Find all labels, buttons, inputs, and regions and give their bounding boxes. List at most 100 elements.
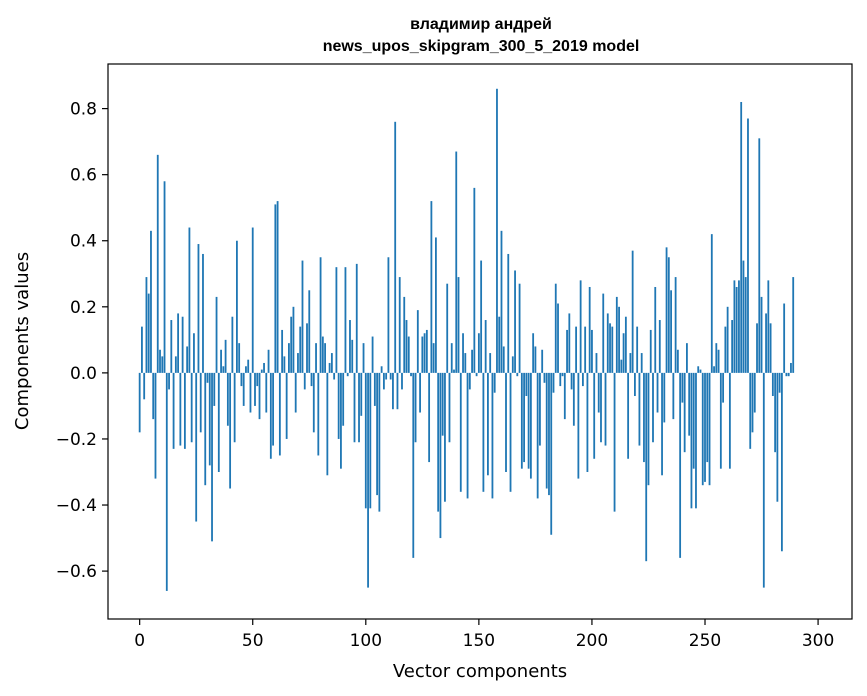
- bar-194: [577, 372, 580, 479]
- bar-190: [568, 313, 571, 373]
- bar-240: [681, 372, 684, 403]
- bar-141: [457, 277, 460, 373]
- bar-93: [349, 320, 351, 373]
- bar-88: [337, 372, 340, 439]
- bar-199: [588, 286, 591, 373]
- bar-51: [254, 372, 256, 406]
- bar-0: [138, 372, 141, 433]
- bar-263: [733, 280, 736, 373]
- bar-195: [579, 280, 582, 373]
- bar-288: [790, 362, 792, 373]
- bar-289: [792, 277, 795, 373]
- bar-217: [629, 353, 632, 373]
- bar-176: [536, 372, 539, 499]
- bar-75: [308, 290, 311, 373]
- bar-36: [220, 349, 222, 373]
- bar-109: [385, 372, 388, 380]
- bar-154: [487, 372, 489, 476]
- bar-258: [722, 372, 725, 403]
- bar-205: [602, 293, 605, 373]
- bar-187: [561, 372, 564, 377]
- bar-192: [572, 372, 575, 426]
- bar-71: [299, 326, 302, 373]
- bar-243: [688, 372, 691, 436]
- bar-139: [453, 369, 455, 373]
- bar-64: [283, 356, 286, 373]
- bar-105: [376, 372, 379, 496]
- bar-279: [769, 323, 772, 373]
- bar-186: [559, 372, 562, 387]
- bar-275: [760, 296, 763, 373]
- bar-108: [382, 372, 385, 390]
- bar-208: [609, 323, 611, 373]
- bar-261: [728, 372, 731, 469]
- chart-title-line-1: владимир андрей: [410, 16, 552, 33]
- bar-84: [328, 362, 331, 373]
- plot-frame: [107, 63, 853, 620]
- bar-53: [258, 372, 261, 420]
- x-axis-ticks: 0 50 100 150 200 250 300: [134, 619, 834, 651]
- bar-46: [242, 372, 245, 406]
- bar-146: [468, 372, 471, 390]
- bar-22: [188, 227, 191, 373]
- bar-77: [312, 372, 315, 433]
- bar-49: [249, 372, 252, 413]
- bar-30: [206, 372, 209, 383]
- bar-43: [236, 240, 238, 373]
- bar-181: [548, 372, 550, 496]
- bar-165: [511, 356, 514, 373]
- bar-215: [624, 316, 627, 373]
- bar-140: [455, 151, 458, 373]
- bar-211: [615, 296, 618, 373]
- bar-70: [297, 353, 299, 373]
- bar-277: [765, 313, 767, 373]
- bar-127: [425, 329, 428, 373]
- bar-273: [756, 323, 758, 373]
- bar-250: [704, 372, 706, 482]
- bar-230: [658, 320, 661, 373]
- bar-223: [643, 372, 645, 463]
- bar-76: [310, 372, 313, 387]
- bar-111: [389, 372, 392, 380]
- bar-218: [631, 250, 634, 373]
- bar-233: [665, 247, 668, 373]
- bar-238: [676, 349, 679, 373]
- bar-72: [301, 260, 304, 373]
- bar-133: [439, 372, 442, 539]
- bar-118: [405, 320, 408, 373]
- x-axis-label: Vector components: [393, 661, 567, 682]
- bar-219: [634, 372, 636, 397]
- bar-220: [636, 326, 639, 373]
- bar-191: [570, 372, 573, 390]
- bar-170: [523, 372, 525, 463]
- bar-232: [663, 372, 666, 423]
- bar-8: [156, 154, 159, 373]
- bar-276: [762, 372, 765, 588]
- bar-229: [656, 372, 659, 413]
- bar-167: [516, 372, 519, 377]
- bar-116: [401, 372, 403, 390]
- bar-114: [396, 372, 399, 410]
- bar-27: [199, 372, 202, 433]
- bar-104: [373, 372, 376, 406]
- bar-62: [278, 372, 281, 456]
- x-tick-label-200: 200: [576, 631, 608, 651]
- y-tick-label-0: −0.6: [56, 562, 97, 582]
- bar-180: [545, 372, 548, 489]
- bar-12: [165, 372, 168, 591]
- bar-214: [622, 333, 625, 373]
- bar-102: [369, 372, 372, 509]
- bar-38: [224, 339, 227, 373]
- bar-225: [647, 372, 650, 486]
- bar-80: [319, 257, 322, 373]
- bar-40: [229, 372, 232, 489]
- bar-74: [306, 323, 308, 373]
- bar-5: [150, 230, 152, 373]
- bar-78: [315, 343, 317, 373]
- bar-126: [423, 333, 426, 373]
- bar-174: [532, 333, 535, 373]
- bar-122: [414, 372, 417, 443]
- bar-287: [787, 372, 790, 377]
- bar-69: [294, 372, 297, 413]
- bar-121: [412, 372, 415, 558]
